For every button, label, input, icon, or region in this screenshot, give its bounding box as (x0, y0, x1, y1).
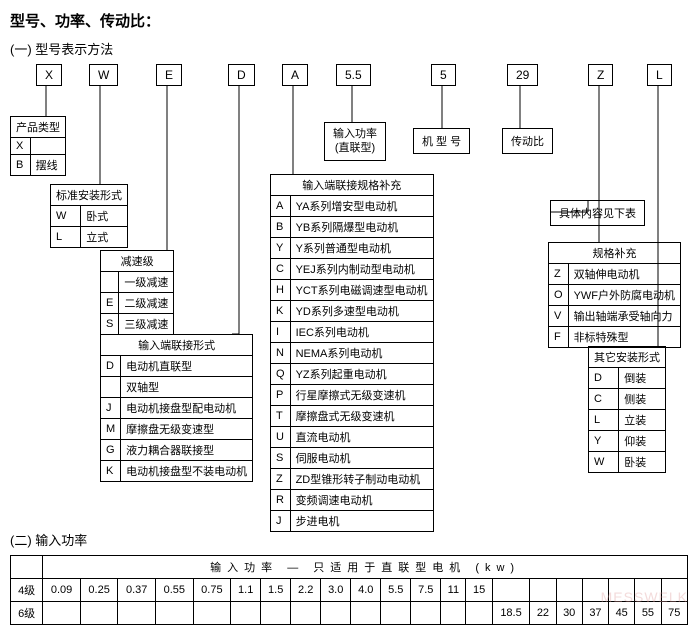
tbl-conn: 输入端联接形式D电动机直联型双轴型J电动机接盘型配电动机M摩擦盘无级变速型G液力… (100, 334, 253, 482)
code-55: 5.5 (336, 64, 371, 86)
power-table: 输入功率 — 只适用于直联型电机 (kw) 4级 0.090.250.370.5… (10, 555, 688, 625)
section-2: (二) 输入功率 (10, 530, 688, 549)
code-z: Z (588, 64, 613, 86)
code-a: A (282, 64, 308, 86)
code-w: W (89, 64, 118, 86)
lbl-model: 机 型 号 (413, 128, 470, 154)
lbl-detail: 具体内容见下表 (550, 200, 645, 226)
lbl-power: 输入功率(直联型) (324, 122, 386, 161)
code-l: L (647, 64, 672, 86)
model-diagram: X W E D A 5.5 5 29 Z L 输入功率(直联型) 机 型 号 传… (10, 64, 688, 524)
code-5: 5 (431, 64, 456, 86)
lbl-ratio: 传动比 (502, 128, 553, 154)
tbl-spec: 规格补充Z双轴伸电动机OYWF户外防腐电动机V输出轴端承受轴向力F非标特殊型 (548, 242, 681, 348)
section-1: (一) 型号表示方法 (10, 39, 688, 58)
code-d: D (228, 64, 255, 86)
tbl-product: 产品类型XB摆线 (10, 116, 66, 176)
code-x: X (36, 64, 62, 86)
code-29: 29 (507, 64, 538, 86)
code-e: E (156, 64, 182, 86)
main-title: 型号、功率、传动比： (10, 10, 688, 31)
tbl-reduce: 减速级一级减速E二级减速S三级减速 (100, 250, 174, 335)
tbl-motor: 输入端联接规格补充 AYA系列增安型电动机 BYB系列隔爆型电动机 YY系列普通… (270, 174, 434, 532)
tbl-install: 标准安装形式W卧式L立式 (50, 184, 128, 248)
tbl-other: 其它安装形式D倒装C侧装L立装Y仰装W卧装 (588, 346, 666, 473)
